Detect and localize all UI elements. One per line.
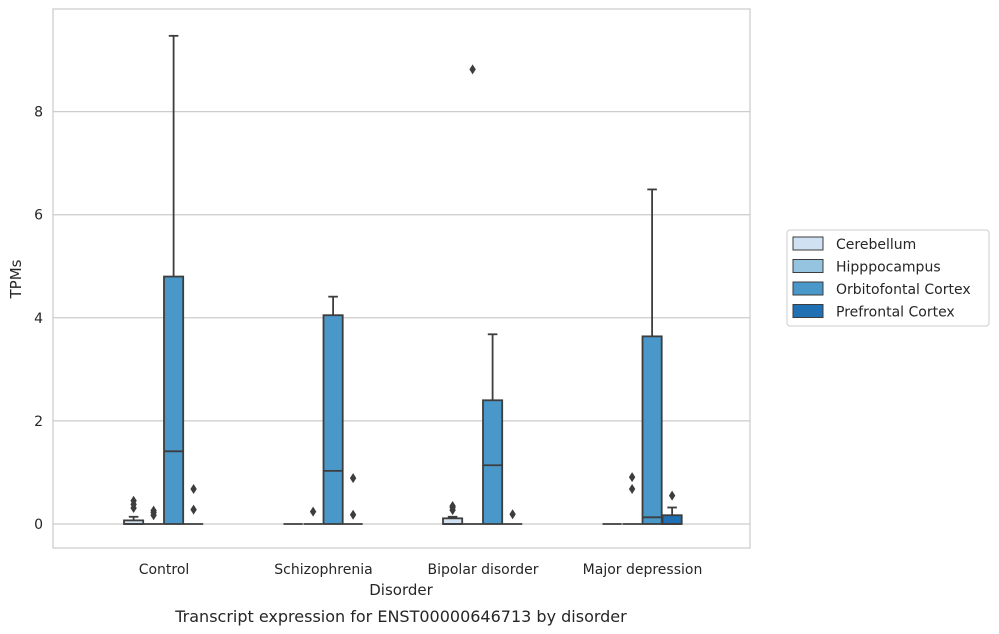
outlier-marker <box>449 500 456 511</box>
outlier-marker <box>469 64 476 75</box>
legend-label: Prefrontal Cortex <box>836 305 955 321</box>
legend-swatch <box>792 236 824 251</box>
outlier-marker <box>150 505 157 516</box>
box-orbitofontal-cortex <box>322 295 344 525</box>
plot-area-frame <box>52 8 751 549</box>
legend-item: Hipppocampus <box>792 259 941 276</box>
outlier-marker <box>349 509 357 520</box>
legend: Cerebellum Hipppocampus Orbitofontal Corte… <box>786 229 990 327</box>
legend-swatch <box>792 281 824 296</box>
y-tick-label: 8 <box>34 105 43 121</box>
x-axis-ticks: Control Schizophrenia Bipolar disorder Majo… <box>139 562 703 578</box>
outlier-marker <box>349 473 357 484</box>
legend-item: Cerebellum <box>792 236 916 253</box>
y-tick-label: 4 <box>34 311 43 327</box>
box-hipppocampus <box>303 506 323 525</box>
box-orbitofontal-cortex <box>641 188 663 525</box>
legend-item: Prefrontal Cortex <box>792 304 955 321</box>
y-tick-label: 2 <box>34 414 43 430</box>
y-axis-ticks: 0 2 4 6 8 <box>34 105 43 533</box>
x-tick-label: Control <box>139 562 190 578</box>
outlier-marker <box>309 506 317 517</box>
outlier-marker <box>190 483 197 494</box>
outlier-marker <box>668 490 676 501</box>
outlier-marker <box>190 504 197 515</box>
box-prefrontal-cortex <box>343 473 363 525</box>
box-iqr <box>641 335 663 525</box>
y-tick-label: 6 <box>34 208 43 224</box>
x-tick-label: Bipolar disorder <box>427 562 538 578</box>
x-tick-label: Major depression <box>583 562 703 578</box>
box-iqr <box>322 314 344 525</box>
box-iqr <box>163 275 185 525</box>
box-series-group <box>123 34 683 525</box>
outlier-marker <box>130 495 137 506</box>
legend-label: Cerebellum <box>836 237 916 253</box>
legend-swatch <box>792 304 824 318</box>
y-tick-label: 0 <box>34 517 43 533</box>
box-orbitofontal-cortex <box>482 333 504 525</box>
outlier-marker <box>509 509 516 520</box>
outlier-marker <box>628 483 636 494</box>
x-axis-title: Disorder <box>369 581 433 599</box>
x-tick-label: Schizophrenia <box>274 562 372 578</box>
y-axis-title: TPMs <box>7 259 25 299</box>
box-prefrontal-cortex <box>503 509 523 525</box>
box-cerebellum <box>442 500 464 525</box>
legend-label: Hipppocampus <box>836 260 941 276</box>
legend-label: Orbitofontal Cortex <box>836 282 971 298</box>
legend-swatch <box>792 259 824 273</box>
box-hipppocampus <box>622 472 642 525</box>
box-hipppocampus <box>144 505 164 525</box>
chart-caption: Transcript expression for ENST0000064671… <box>174 607 627 626</box>
box-orbitofontal-cortex <box>163 34 185 525</box>
box-prefrontal-cortex <box>184 483 204 525</box>
legend-item: Orbitofontal Cortex <box>792 281 971 298</box>
box-hipppocampus <box>463 64 483 525</box>
legend-frame <box>786 229 990 327</box>
box-iqr <box>482 399 504 525</box>
outlier-marker <box>628 472 636 483</box>
box-cerebellum <box>123 495 145 525</box>
box-iqr <box>661 514 683 525</box>
box-prefrontal-cortex <box>661 490 683 525</box>
